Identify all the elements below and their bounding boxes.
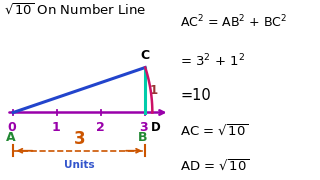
Text: C: C: [140, 49, 150, 62]
Text: 1: 1: [52, 121, 60, 134]
Text: Units: Units: [64, 160, 94, 170]
Text: 1: 1: [150, 84, 158, 96]
Text: B: B: [138, 131, 148, 144]
Text: AD = $\sqrt{10}$: AD = $\sqrt{10}$: [180, 159, 250, 174]
Text: =10: =10: [180, 88, 211, 103]
Text: $\sqrt{10}$ On Number Line: $\sqrt{10}$ On Number Line: [4, 2, 147, 17]
Text: AC = $\sqrt{10}$: AC = $\sqrt{10}$: [180, 123, 249, 139]
Text: 0: 0: [7, 121, 16, 134]
Text: 3: 3: [73, 130, 85, 148]
Text: D: D: [150, 121, 160, 134]
Text: A: A: [6, 131, 16, 144]
Text: = 3$^2$ + 1$^2$: = 3$^2$ + 1$^2$: [180, 53, 245, 69]
Text: 3: 3: [140, 121, 148, 134]
Text: AC$^2$ = AB$^2$ + BC$^2$: AC$^2$ = AB$^2$ + BC$^2$: [180, 14, 288, 31]
Text: 2: 2: [95, 121, 104, 134]
